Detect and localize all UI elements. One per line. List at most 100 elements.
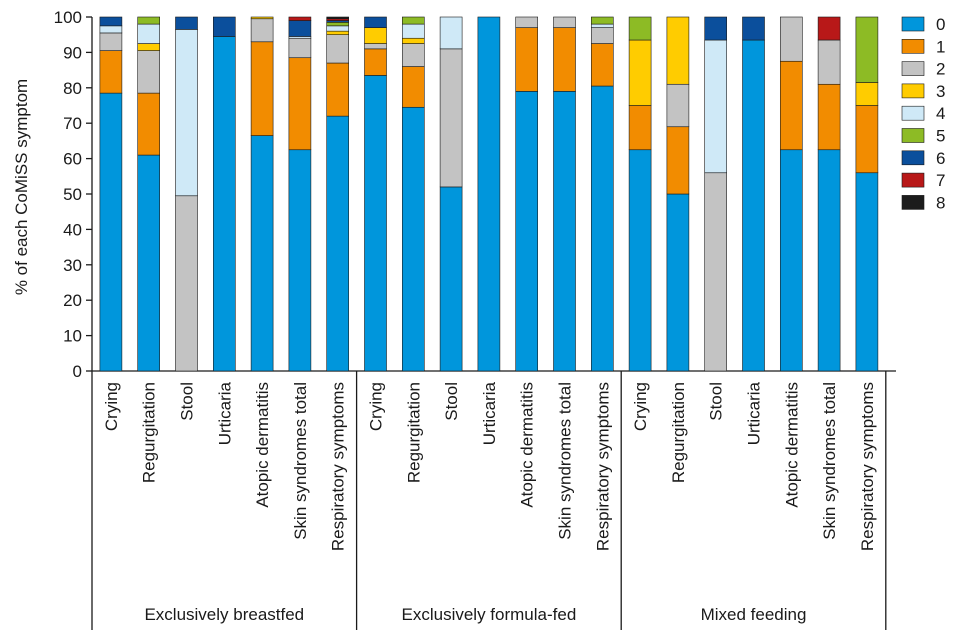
bar-segment	[326, 115, 350, 372]
bar-segment	[628, 16, 652, 41]
bar-segment	[250, 41, 274, 136]
bar-segment	[250, 16, 274, 20]
legend-swatch	[901, 172, 925, 188]
legend-swatch	[901, 83, 925, 99]
bar-segment	[99, 16, 123, 27]
x-category-label: Stool	[178, 382, 197, 421]
y-axis-title: % of each CoMiSS symptom	[12, 79, 31, 295]
x-category-label: Crying	[631, 382, 650, 431]
bar-segment	[364, 48, 387, 76]
bar-segment	[364, 16, 387, 28]
bar-segment	[137, 50, 160, 94]
x-category-label: Skin syndromes total	[291, 382, 310, 540]
y-tick-label: 100	[54, 8, 82, 27]
bar-segment	[855, 16, 879, 83]
bar-segment	[99, 25, 123, 34]
bar-segment	[364, 43, 387, 50]
bar-segment	[628, 39, 652, 106]
bar-segment	[137, 23, 160, 44]
bar-segment	[590, 43, 614, 87]
bar-segment	[439, 48, 463, 188]
bar-segment	[401, 43, 425, 67]
x-category-label: Regurgitation	[404, 382, 423, 483]
y-tick-label: 90	[63, 43, 82, 62]
bar-segment	[250, 135, 274, 372]
y-tick-label: 20	[63, 291, 82, 310]
bar-segment	[817, 149, 841, 372]
legend-label: 1	[936, 37, 945, 56]
bar-segment	[137, 43, 160, 51]
legend-label: 0	[936, 15, 945, 34]
bar-segment	[99, 92, 123, 372]
bar-segment	[704, 172, 728, 372]
legend-swatch	[901, 16, 925, 32]
bar-segment	[364, 75, 387, 372]
bar-segment	[288, 16, 312, 21]
x-category-label: Stool	[707, 382, 726, 421]
bar-segment	[704, 39, 728, 174]
bar-segment	[515, 27, 539, 92]
bar-segment	[439, 16, 463, 50]
bar-segment	[553, 16, 576, 28]
x-category-label: Atopic dermatitis	[253, 382, 272, 508]
x-category-label: Skin syndromes total	[556, 382, 575, 540]
bar-segment	[401, 106, 425, 372]
x-category-label: Respiratory symptoms	[593, 382, 612, 551]
legend-label: 6	[936, 149, 945, 168]
bar-segment	[401, 23, 425, 39]
legend-swatch	[901, 38, 925, 54]
bar-segment	[553, 91, 576, 372]
bar-segment	[175, 16, 198, 30]
bar-segment	[477, 16, 501, 372]
bar-segment	[288, 20, 312, 37]
bar-segment	[137, 154, 160, 372]
bar-segment	[855, 82, 879, 106]
legend: 0 1 2 3 4 5 6 7 8	[901, 15, 945, 212]
x-category-label: Regurgitation	[140, 382, 159, 483]
bar-segment	[666, 126, 690, 195]
group-label: Mixed feeding	[701, 605, 807, 624]
x-category-label: Skin syndromes total	[820, 382, 839, 540]
y-tick-label: 50	[63, 185, 82, 204]
y-tick-label: 30	[63, 256, 82, 275]
x-category-label: Respiratory symptoms	[329, 382, 348, 551]
y-tick-label: 70	[63, 114, 82, 133]
group-label: Exclusively formula-fed	[402, 605, 577, 624]
legend-label: 8	[936, 193, 945, 212]
bar-segment	[515, 16, 539, 28]
bar-segment	[288, 37, 312, 59]
legend-label: 7	[936, 171, 945, 190]
x-category-label: Atopic dermatitis	[782, 382, 801, 508]
bar-segment	[137, 92, 160, 156]
legend-label: 4	[936, 104, 945, 123]
x-category-label: Crying	[102, 382, 121, 431]
bar-segment	[553, 27, 576, 92]
bar-segment	[213, 36, 236, 372]
bar-segment	[137, 16, 160, 25]
legend-label: 3	[936, 82, 945, 101]
bar-segment	[590, 16, 614, 25]
bar-segment	[99, 50, 123, 94]
x-category-label: Urticaria	[480, 381, 499, 445]
y-tick-label: 0	[73, 362, 82, 381]
bar-segment	[175, 195, 198, 372]
x-category-label: Atopic dermatitis	[518, 382, 537, 508]
bar-segment	[175, 29, 198, 197]
legend-swatch	[901, 150, 925, 166]
bar-segment	[99, 32, 123, 51]
bar-segment	[704, 16, 728, 41]
bar-segment	[817, 83, 841, 151]
bar-segment	[250, 18, 274, 43]
bar-segment	[855, 105, 879, 174]
bar-segment	[628, 149, 652, 372]
bar-segment	[590, 23, 614, 28]
legend-label: 5	[936, 127, 945, 146]
bar-segment	[817, 16, 841, 41]
bar-segment	[855, 172, 879, 372]
bar-segment	[515, 91, 539, 372]
legend-swatch	[901, 61, 925, 76]
x-category-label: Urticaria	[745, 381, 764, 445]
bar-segment	[326, 16, 350, 20]
bar-segment	[326, 25, 350, 32]
